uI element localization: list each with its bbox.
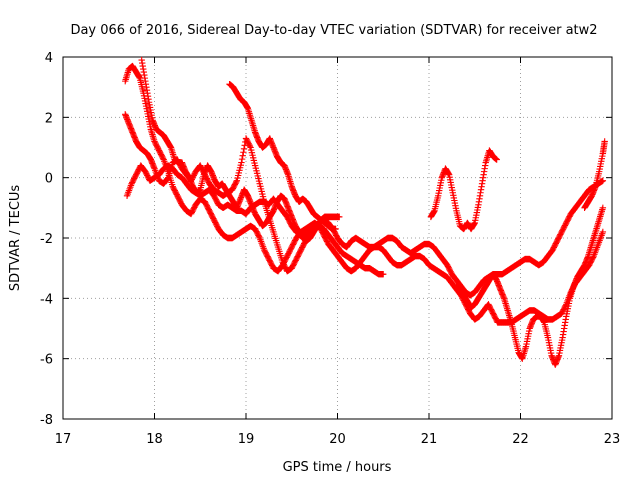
x-axis-label: GPS time / hours [283, 460, 392, 475]
data-point [164, 175, 171, 182]
data-point [240, 149, 247, 156]
y-tick-label: -4 [40, 292, 53, 307]
data-point [232, 178, 240, 186]
y-tick-label: 2 [45, 111, 53, 126]
axis-ticks [62, 56, 613, 420]
y-axis-label: SDTVAR / TECUs [8, 185, 23, 292]
y-tick-label: 0 [45, 172, 53, 187]
x-tick-label: 22 [512, 432, 529, 447]
y-tick-labels: 4 2 0 -2 -4 -6 -8 [40, 51, 53, 428]
x-tick-labels: 17 18 19 20 21 22 23 [55, 432, 621, 447]
x-tick-label: 18 [146, 432, 163, 447]
data-points [122, 56, 608, 368]
data-point [336, 213, 343, 221]
data-point [255, 233, 263, 240]
data-point [589, 254, 597, 261]
y-tick-label: -6 [40, 353, 53, 368]
data-point [239, 152, 246, 159]
x-tick-label: 17 [55, 432, 72, 447]
series-track-c [122, 111, 387, 278]
series-track-b [123, 162, 607, 299]
chart-title: Day 066 of 2016, Sidereal Day-to-day VTE… [70, 23, 597, 38]
series-track-h [581, 138, 608, 212]
y-tick-label: 4 [45, 51, 53, 66]
data-point [246, 143, 254, 150]
data-point [159, 155, 167, 162]
data-point [599, 204, 607, 212]
x-tick-label: 23 [604, 432, 621, 447]
series-track-g [453, 204, 607, 368]
y-tick-label: -2 [40, 232, 53, 247]
x-tick-label: 20 [329, 432, 346, 447]
data-point [238, 159, 245, 166]
x-tick-label: 19 [238, 432, 255, 447]
x-tick-label: 21 [421, 432, 438, 447]
series-track-e [226, 80, 339, 233]
data-point [599, 228, 607, 236]
series-track-f [427, 147, 500, 233]
data-point [493, 156, 500, 163]
data-point [601, 138, 608, 145]
data-point [240, 145, 248, 152]
data-point [332, 225, 339, 233]
y-tick-label: -8 [40, 413, 53, 428]
series-track-d [138, 56, 343, 245]
data-point [238, 155, 246, 163]
data-point [380, 271, 387, 278]
data-point [599, 177, 607, 184]
